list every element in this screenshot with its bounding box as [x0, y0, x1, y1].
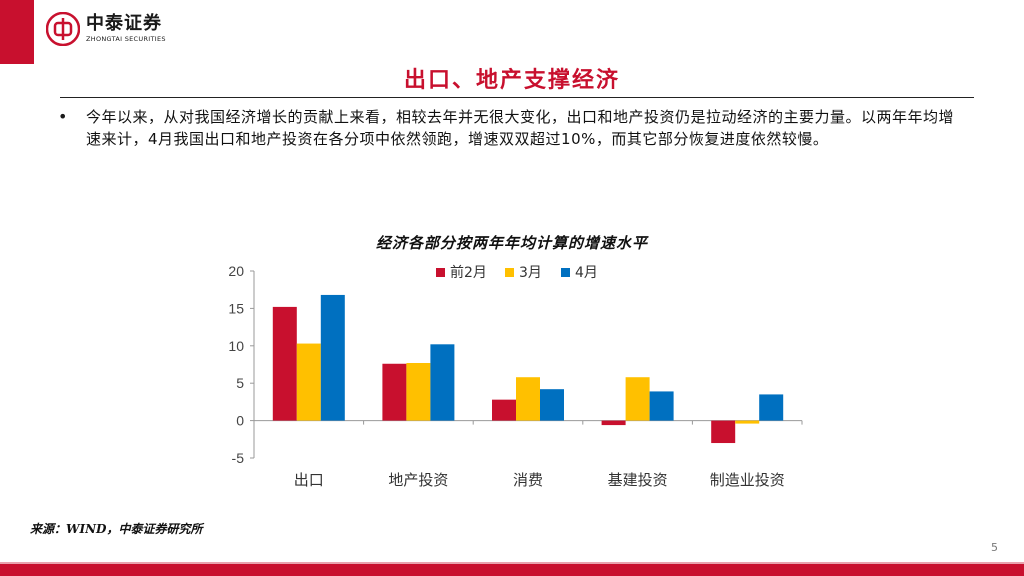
brand-logo: 中泰证券 ZHONGTAI SECURITIES [46, 12, 166, 46]
title-divider [60, 97, 974, 98]
y-tick-label: 5 [236, 375, 244, 391]
page-number: 5 [991, 541, 998, 554]
legend-swatch [436, 268, 445, 277]
bar [382, 363, 407, 421]
bullet-item: • 今年以来，从对我国经济增长的贡献上来看，相较去年并无很大变化，出口和地产投资… [58, 106, 968, 150]
bar [711, 420, 736, 444]
bar [430, 344, 455, 421]
footer-bar [0, 564, 1024, 576]
x-category-label: 出口 [294, 471, 324, 489]
x-category-label: 地产投资 [388, 471, 448, 489]
legend-label: 前2月 [450, 264, 487, 281]
chart-title: 经济各部分按两年年均计算的增速水平 [375, 234, 648, 252]
legend-label: 4月 [575, 265, 598, 281]
bar [320, 294, 345, 421]
bar [492, 399, 516, 421]
bar [296, 343, 321, 421]
x-category-label: 基建投资 [608, 471, 668, 489]
bar [601, 420, 626, 426]
brand-mark-icon [46, 12, 80, 46]
bar [735, 420, 760, 424]
bar [759, 394, 784, 421]
slide-title: 出口、地产支撑经济 [403, 67, 620, 93]
x-category-label: 制造业投资 [710, 471, 785, 489]
legend-swatch [561, 268, 570, 277]
legend-label: 3月 [519, 265, 542, 281]
y-tick-label: 15 [228, 300, 244, 316]
header-accent-bar [0, 0, 34, 64]
y-tick-label: 0 [236, 413, 244, 429]
source-note: 来源：WIND，中泰证券研究所 [30, 522, 203, 536]
y-tick-label: 10 [228, 338, 244, 354]
bar [516, 377, 540, 421]
bullet-dot-icon: • [58, 107, 68, 126]
x-category-label: 消费 [513, 471, 543, 489]
bar [625, 377, 650, 421]
bar [649, 391, 674, 421]
y-tick-label: -5 [232, 450, 245, 466]
bullet-text: 今年以来，从对我国经济增长的贡献上来看，相较去年并无很大变化，出口和地产投资仍是… [86, 108, 955, 148]
brand-name-cn: 中泰证券 [86, 13, 162, 35]
bar [406, 363, 431, 421]
bar [272, 306, 297, 421]
bar-chart: -5 0 5 10 15 20 出口 地产投资 消费 基建投资 制造业投资 前2月 3月 4月 [228, 263, 803, 489]
brand-name-en: ZHONGTAI SECURITIES [86, 35, 166, 44]
footer-accent-line [0, 562, 1024, 564]
y-tick-label: 20 [228, 263, 244, 279]
bar [540, 389, 564, 421]
legend-swatch [505, 268, 514, 277]
